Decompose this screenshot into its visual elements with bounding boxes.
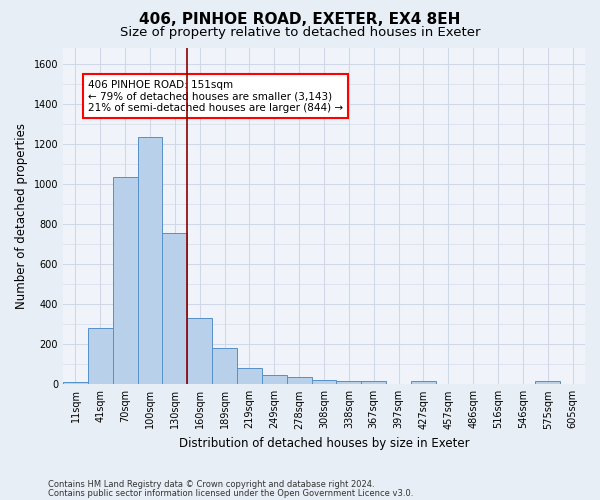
- Bar: [137, 136, 163, 384]
- Bar: [337, 382, 361, 384]
- Bar: [113, 177, 137, 384]
- Text: Contains HM Land Registry data © Crown copyright and database right 2024.: Contains HM Land Registry data © Crown c…: [48, 480, 374, 489]
- Bar: [262, 376, 287, 384]
- Text: 406 PINHOE ROAD: 151sqm
← 79% of detached houses are smaller (3,143)
21% of semi: 406 PINHOE ROAD: 151sqm ← 79% of detache…: [88, 80, 343, 113]
- Bar: [63, 382, 88, 384]
- Bar: [88, 328, 113, 384]
- Bar: [411, 382, 436, 384]
- Bar: [237, 368, 262, 384]
- Bar: [361, 382, 386, 384]
- Bar: [311, 380, 337, 384]
- Bar: [535, 382, 560, 384]
- X-axis label: Distribution of detached houses by size in Exeter: Distribution of detached houses by size …: [179, 437, 469, 450]
- Text: Size of property relative to detached houses in Exeter: Size of property relative to detached ho…: [120, 26, 480, 39]
- Bar: [163, 233, 187, 384]
- Y-axis label: Number of detached properties: Number of detached properties: [15, 123, 28, 309]
- Text: 406, PINHOE ROAD, EXETER, EX4 8EH: 406, PINHOE ROAD, EXETER, EX4 8EH: [139, 12, 461, 28]
- Bar: [187, 318, 212, 384]
- Bar: [212, 348, 237, 385]
- Bar: [287, 376, 311, 384]
- Text: Contains public sector information licensed under the Open Government Licence v3: Contains public sector information licen…: [48, 488, 413, 498]
